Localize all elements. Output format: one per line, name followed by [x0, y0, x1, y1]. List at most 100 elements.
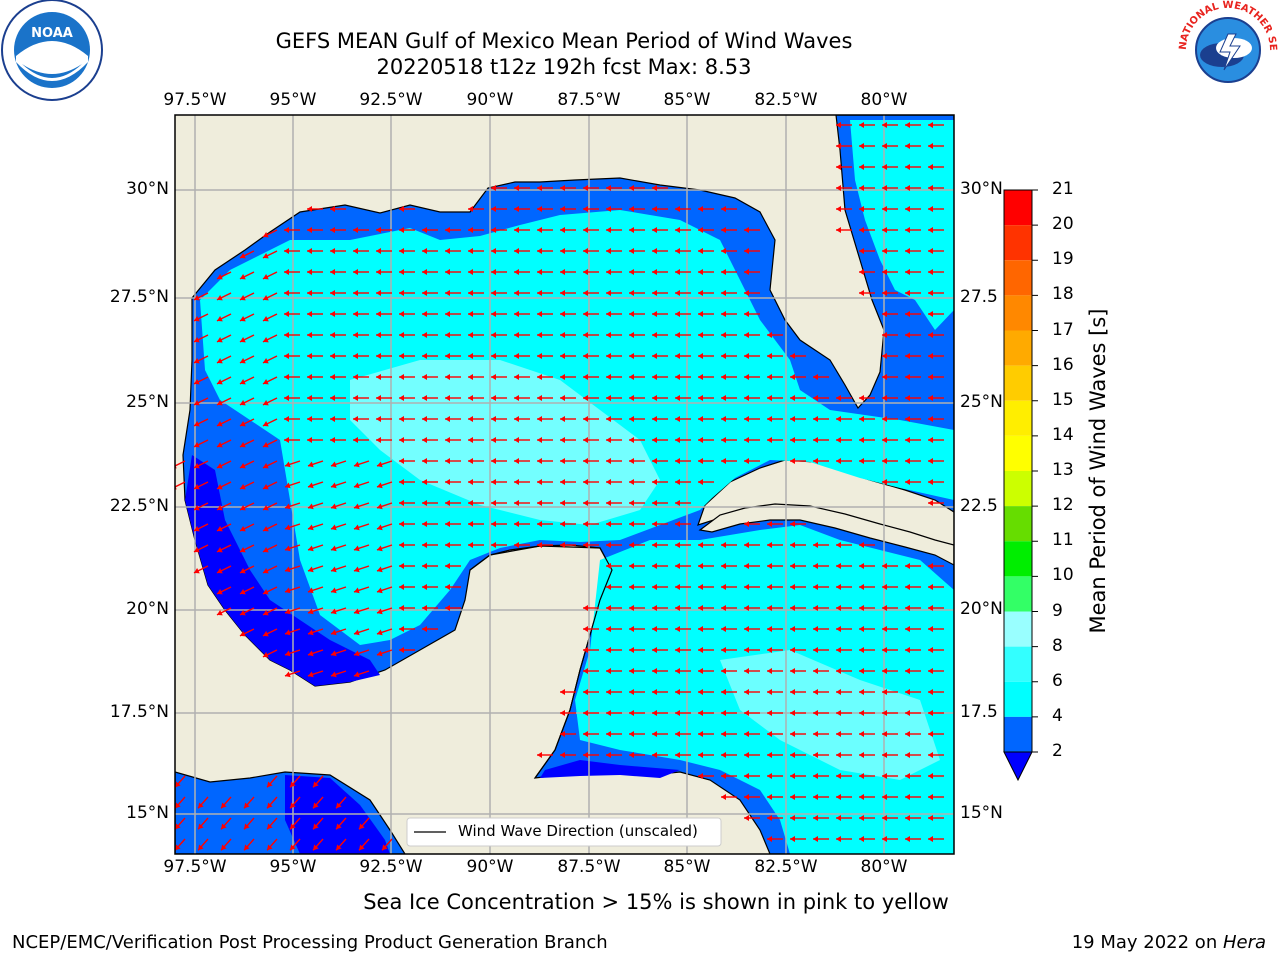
- lat-label-left: 22.5°N: [109, 496, 169, 516]
- wind-arrow-head: [744, 269, 749, 275]
- wind-arrow-head: [790, 731, 795, 737]
- wind-arrow-head: [262, 547, 269, 553]
- wind-arrow-head: [376, 416, 381, 422]
- wind-arrow-head: [744, 794, 749, 800]
- wind-arrow-head: [928, 164, 933, 170]
- wind-arrow-head: [882, 710, 887, 716]
- wind-arrow-head: [698, 605, 703, 611]
- wind-arrow-head: [399, 521, 404, 527]
- wind-arrow-head: [307, 311, 312, 317]
- lon-label-top: 82.5°W: [754, 90, 818, 110]
- wind-arrow-head: [284, 248, 289, 254]
- wind-arrow-head: [675, 521, 680, 527]
- wind-arrow-head: [698, 227, 703, 233]
- wind-arrow-head: [445, 500, 450, 506]
- wind-arrow-head: [882, 206, 887, 212]
- colorbar-tick-label: 20: [1052, 214, 1074, 235]
- wind-arrow-head: [859, 773, 864, 779]
- wind-arrow-head: [422, 521, 427, 527]
- wind-arrow-head: [744, 311, 749, 317]
- wind-arrow-head: [721, 689, 726, 695]
- wind-arrow-head: [399, 290, 404, 296]
- wind-arrow-head: [629, 752, 634, 758]
- wind-arrow-head: [468, 479, 473, 485]
- wind-arrow-head: [606, 542, 611, 548]
- wind-arrow-head: [606, 248, 611, 254]
- wind-arrow-head: [652, 395, 657, 401]
- wind-arrow-head: [721, 542, 726, 548]
- colorbar-tick-label: 10: [1052, 565, 1074, 586]
- lat-label-right: 25°N: [960, 392, 1003, 412]
- wind-arrow-head: [445, 227, 450, 233]
- wind-arrow-head: [336, 823, 342, 830]
- wind-arrow-head: [353, 290, 358, 296]
- wind-arrow-head: [721, 710, 726, 716]
- wind-arrow-head: [859, 458, 864, 464]
- wind-arrow-head: [767, 563, 772, 569]
- colorbar-segment: [1004, 190, 1032, 226]
- wind-arrow-head: [307, 482, 314, 489]
- wind-arrow-head: [836, 458, 841, 464]
- wind-arrow-head: [675, 668, 680, 674]
- wind-arrow-head: [652, 332, 657, 338]
- wind-arrow-head: [175, 844, 181, 851]
- wind-arrow-head: [399, 605, 404, 611]
- wind-arrow-head: [767, 836, 772, 842]
- wind-arrow-head: [537, 437, 542, 443]
- wind-arrow-head: [629, 605, 634, 611]
- wind-arrow-head: [767, 605, 772, 611]
- wind-arrow-head: [698, 668, 703, 674]
- wind-arrow-head: [583, 731, 588, 737]
- wind-arrow-head: [376, 566, 383, 573]
- wind-arrow-head: [330, 587, 337, 594]
- wind-arrow-head: [537, 227, 542, 233]
- colorbar-segment: [1004, 506, 1032, 542]
- wind-arrow-head: [698, 332, 703, 338]
- wind-arrow-head: [560, 479, 565, 485]
- wind-arrow-head: [767, 521, 772, 527]
- wind-arrow-head: [652, 521, 657, 527]
- wind-arrow-head: [836, 563, 841, 569]
- wind-arrow-head: [537, 752, 542, 758]
- colorbar-segment: [1004, 330, 1032, 366]
- lat-label-left: 17.5°N: [109, 702, 169, 722]
- wind-arrow-head: [560, 269, 565, 275]
- wind-arrow-head: [445, 332, 450, 338]
- wind-arrow-head: [698, 689, 703, 695]
- wind-arrow-head: [859, 185, 864, 191]
- wind-arrow-head: [491, 521, 496, 527]
- wind-arrow-head: [813, 437, 818, 443]
- wind-arrow-head: [353, 503, 360, 510]
- wind-arrow-head: [175, 802, 181, 809]
- wind-arrow-head: [330, 374, 335, 380]
- wind-arrow-head: [698, 542, 703, 548]
- wind-arrow-head: [560, 689, 565, 695]
- wind-arrow-head: [445, 395, 450, 401]
- wind-arrow-head: [675, 626, 680, 632]
- lon-label-bottom: 92.5°W: [359, 857, 423, 877]
- wind-arrow-head: [652, 311, 657, 317]
- wind-arrow-head: [928, 836, 933, 842]
- wind-arrow-head: [330, 461, 337, 468]
- wind-arrow-head: [491, 332, 496, 338]
- wind-arrow-head: [859, 248, 864, 254]
- lon-label-bottom: 87.5°W: [557, 857, 621, 877]
- wind-arrow-head: [353, 482, 360, 489]
- wind-arrow-head: [399, 395, 404, 401]
- colorbar-segment: [1004, 225, 1032, 261]
- wind-arrow-head: [882, 626, 887, 632]
- wind-arrow-head: [767, 437, 772, 443]
- wind-arrow-head: [928, 815, 933, 821]
- wind-arrow-head: [353, 545, 360, 552]
- wind-arrow-head: [583, 668, 588, 674]
- lat-label-left: 30°N: [126, 179, 169, 199]
- wind-arrow-head: [560, 542, 565, 548]
- wind-arrow-head: [606, 668, 611, 674]
- wind-arrow-head: [514, 521, 519, 527]
- wind-arrow-head: [175, 823, 181, 830]
- wind-arrow-head: [629, 542, 634, 548]
- wind-arrow-head: [445, 479, 450, 485]
- wind-arrow-head: [353, 374, 358, 380]
- wind-arrow-head: [675, 353, 680, 359]
